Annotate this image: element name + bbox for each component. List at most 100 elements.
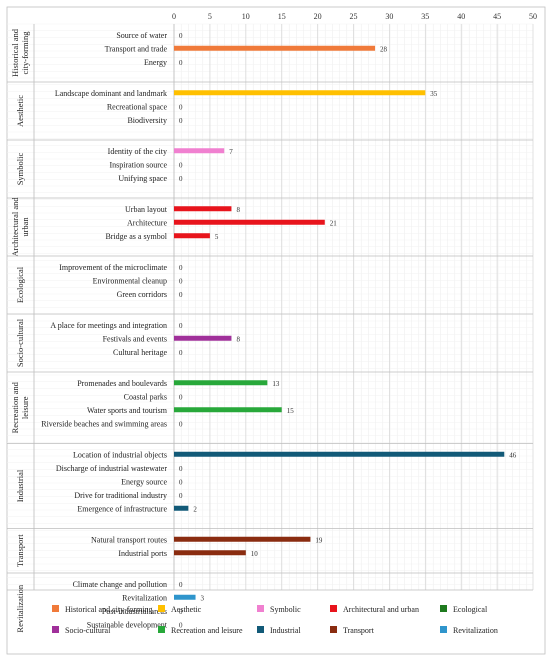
data-label: 21 [330,219,338,227]
legend-label: Transport [343,626,375,635]
bar [174,206,232,212]
data-label: 0 [179,175,183,183]
legend-swatch [330,605,337,612]
data-label: 0 [179,621,183,629]
category-label: Bridge as a symbol [105,232,167,241]
data-label: 13 [272,380,280,388]
group-label: Transport [15,534,25,567]
category-label: Climate change and pollution [73,580,167,589]
category-label: Urban layout [125,205,168,214]
category-label: Identity of the city [108,147,167,156]
legend-swatch [440,605,447,612]
category-label: Landscape dominant and landmark [55,89,167,98]
bar [174,550,246,556]
data-label: 2 [193,505,197,513]
chart-frame [6,6,546,655]
data-label: 0 [179,32,183,40]
x-tick-label: 25 [350,12,358,21]
data-label: 5 [215,233,219,241]
category-label: Energy [144,58,167,67]
group-label: Industrial [15,469,25,502]
bar [174,536,311,542]
data-label: 35 [430,90,438,98]
category-label: Cultural heritage [113,348,167,357]
group-label: Revitalization [15,584,25,632]
legend-label: Historical and city-forming [65,605,153,614]
legend-item: Socio-cultural [52,626,111,635]
data-label: 8 [236,206,240,214]
category-label: Green corridors [117,290,167,299]
group-label: Architectural andurban [10,197,30,257]
data-label: 0 [179,465,183,473]
legend-item: Aesthetic [158,605,202,614]
category-label: Natural transport routes [91,535,167,544]
legend-swatch [52,605,59,612]
data-label: 0 [179,277,183,285]
group-label: Symbolic [15,152,25,185]
data-label: 0 [179,581,183,589]
x-tick-label: 20 [314,12,322,21]
legend-item: Recreation and leisure [158,626,243,635]
legend-swatch [257,605,264,612]
bar [174,90,426,96]
legend-item: Historical and city-forming [52,605,153,614]
legend-label: Industrial [270,626,301,635]
category-label: Drive for traditional industry [74,491,167,500]
data-label: 0 [179,291,183,299]
category-label: Recreational space [107,102,168,111]
x-tick-label: 15 [278,12,286,21]
category-label: Architecture [127,218,167,227]
data-label: 0 [179,103,183,111]
category-groups: Historical andcity-forming Source of wate… [7,28,533,633]
data-label: 0 [179,161,183,169]
legend: Historical and city-forming Aesthetic Symb… [52,605,498,635]
data-label: 0 [179,393,183,401]
group-label: Socio-cultural [15,318,25,367]
bars: 0 28 0 35 0 0 7 0 0 8 21 5 0 0 0 0 8 0 13 0 15 0 46 0 0 0 2 19 10 0 3 0… [174,32,517,629]
category-label: Coastal parks [124,392,167,401]
data-label: 7 [229,148,233,156]
bar [174,148,225,154]
x-tick-label: 40 [457,12,465,21]
legend-label: Architectural and urban [343,605,419,614]
category-label: Industrial ports [118,549,167,558]
x-axis: 0 5 10 15 20 25 30 35 40 45 50 [7,12,537,591]
category-label: Biodiversity [127,116,167,125]
data-label: 0 [179,322,183,330]
category-label: Source of water [116,31,167,40]
legend-label: Aesthetic [171,605,202,614]
legend-label: Revitalization [453,626,498,635]
x-tick-label: 30 [385,12,393,21]
category-label: Emergence of infrastructure [77,504,167,513]
bar [174,451,505,457]
legend-swatch [257,626,264,633]
legend-swatch [330,626,337,633]
bar [174,407,282,413]
data-label: 8 [236,335,240,343]
x-tick-label: 35 [421,12,429,21]
group-label: Aesthetic [15,95,25,127]
legend-swatch [158,626,165,633]
data-label: 15 [287,407,295,415]
legend-item: Ecological [440,605,488,614]
category-label: Discharge of industrial wastewater [56,464,167,473]
x-tick-label: 5 [208,12,212,21]
category-label: Environmental cleanup [93,276,167,285]
bar [174,335,232,341]
legend-swatch [158,605,165,612]
bar [174,45,376,51]
data-label: 0 [179,492,183,500]
x-tick-label: 50 [529,12,537,21]
bar [174,380,268,386]
data-label: 0 [179,420,183,428]
legend-item: Transport [330,626,375,635]
legend-item: Industrial [257,626,301,635]
category-label: Unifying space [118,174,167,183]
legend-label: Symbolic [270,605,301,614]
category-label: Water sports and tourism [87,406,168,415]
category-label: Promenades and boulevards [77,379,167,388]
grid [6,6,546,655]
data-label: 0 [179,349,183,357]
legend-item: Architectural and urban [330,605,419,614]
